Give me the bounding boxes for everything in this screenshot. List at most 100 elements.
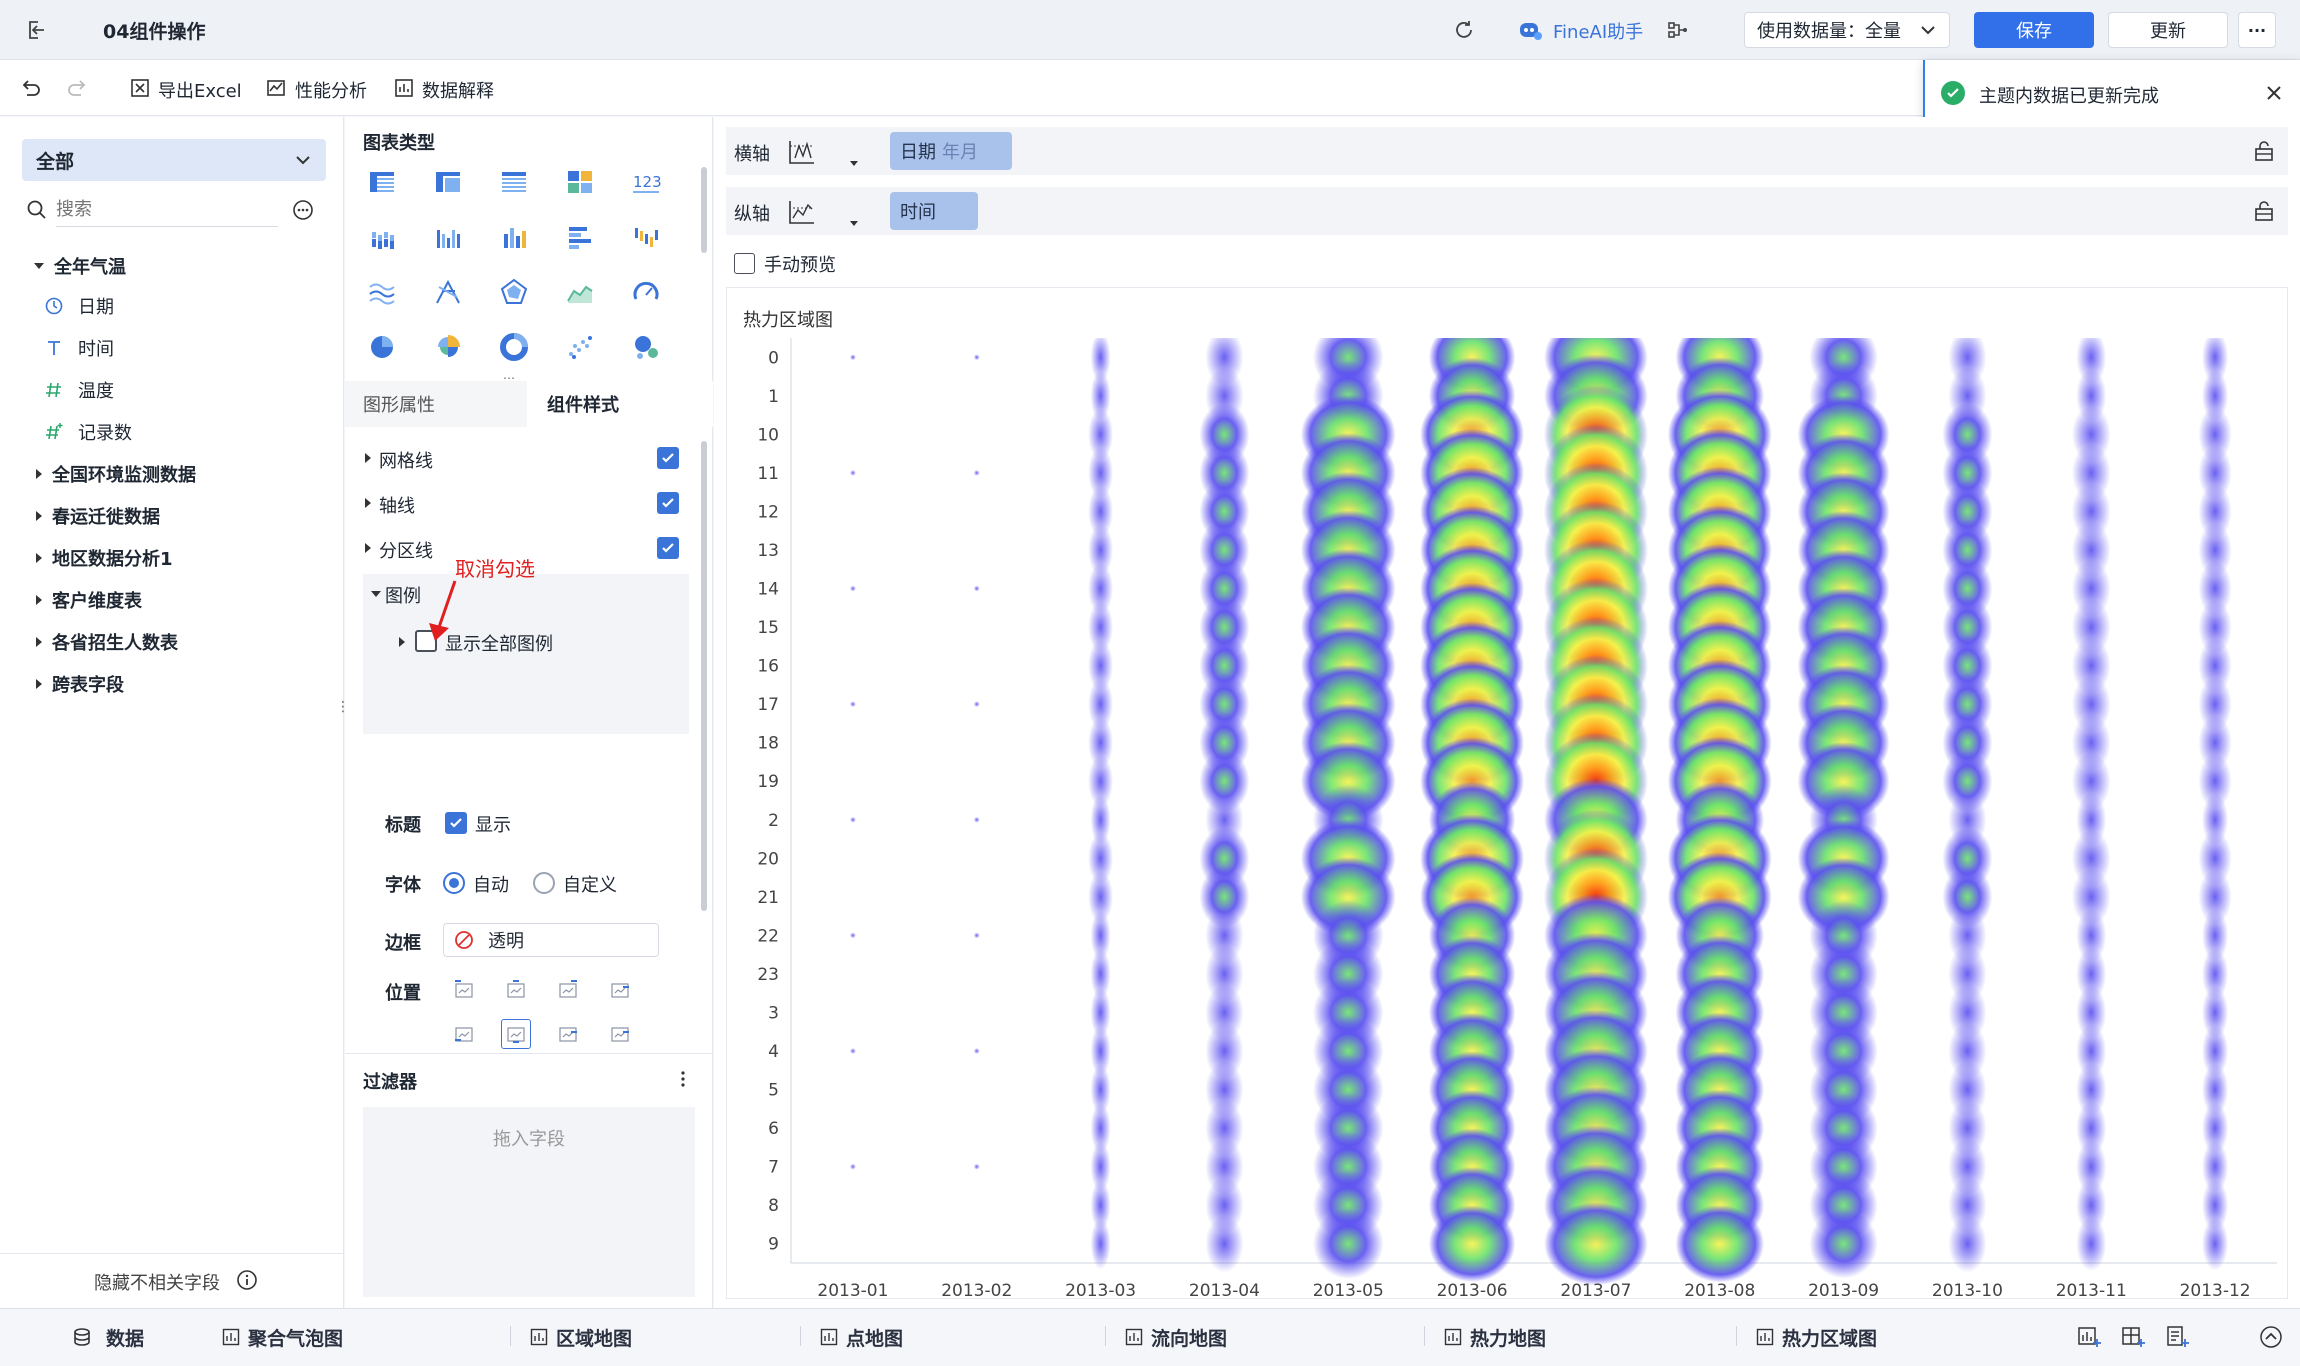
kpi-card-icon[interactable] xyxy=(565,167,595,197)
caret-down-icon[interactable] xyxy=(850,221,858,226)
hide-fields-toggle[interactable]: 隐藏不相关字段 xyxy=(94,1273,220,1294)
bottom-tab[interactable]: 点地图 xyxy=(820,1308,903,1366)
bottom-tab[interactable]: 热力区域图 xyxy=(1756,1308,1877,1366)
undo-icon[interactable] xyxy=(16,74,44,102)
ai-assistant-button[interactable]: FineAI助手 xyxy=(1553,22,1644,43)
field-item[interactable]: 记录数 xyxy=(44,417,132,447)
caret-down-icon[interactable] xyxy=(850,161,858,166)
bottom-tab[interactable]: 区域地图 xyxy=(530,1308,632,1366)
close-icon[interactable] xyxy=(2262,81,2286,105)
title-position-option[interactable] xyxy=(553,1019,583,1049)
horizontal-bar-icon[interactable] xyxy=(565,222,595,252)
title-position-option[interactable] xyxy=(501,975,531,1005)
x-axis-type-icon[interactable] xyxy=(784,137,820,167)
title-position-option[interactable] xyxy=(449,1019,479,1049)
lock-icon[interactable] xyxy=(2250,137,2278,165)
title-position-option[interactable] xyxy=(501,1019,531,1049)
redo-icon[interactable] xyxy=(64,74,92,102)
bottom-tab[interactable]: 流向地图 xyxy=(1125,1308,1227,1366)
flow-icon[interactable] xyxy=(1664,16,1692,44)
show-all-legend-checkbox[interactable] xyxy=(415,630,437,652)
ai-assistant-icon[interactable] xyxy=(1516,16,1544,44)
update-button[interactable]: 更新 xyxy=(2108,12,2228,48)
x-tick-label: 2013-12 xyxy=(2180,1281,2251,1298)
data-tab[interactable]: 数据 xyxy=(72,1308,144,1366)
section-legend[interactable]: 图例 显示全部图例 xyxy=(363,574,689,734)
axis-line-checkbox[interactable] xyxy=(657,492,679,514)
data-explain-button[interactable]: 数据解释 xyxy=(422,81,494,102)
field-item[interactable]: 时间 xyxy=(44,333,114,363)
bottom-tab[interactable]: 聚合气泡图 xyxy=(222,1308,343,1366)
lock-icon[interactable] xyxy=(2250,197,2278,225)
export-excel-button[interactable]: 导出Excel xyxy=(158,81,242,102)
add-dashboard-icon[interactable] xyxy=(2118,1322,2148,1352)
scrollbar[interactable] xyxy=(701,167,707,253)
field-item[interactable]: 日期 xyxy=(44,291,114,321)
performance-analysis-button[interactable]: 性能分析 xyxy=(295,81,367,102)
bar-chart-icon[interactable] xyxy=(499,222,529,252)
radar-line-icon[interactable] xyxy=(433,277,463,307)
scatter-icon[interactable] xyxy=(565,332,595,362)
info-icon[interactable] xyxy=(234,1267,260,1293)
multi-line-icon[interactable] xyxy=(367,277,397,307)
table-item[interactable]: 地区数据分析1 xyxy=(36,543,173,573)
table-icon[interactable] xyxy=(367,167,397,197)
field-item[interactable]: 温度 xyxy=(44,375,114,405)
zone-line-checkbox[interactable] xyxy=(657,537,679,559)
range-bar-icon[interactable] xyxy=(631,222,661,252)
section-zone-line[interactable]: 分区线 xyxy=(355,529,695,569)
table-item[interactable]: 春运迁徙数据 xyxy=(36,501,160,531)
more-button[interactable]: ··· xyxy=(2238,12,2276,48)
data-amount-select[interactable]: 使用数据量：全量 xyxy=(1744,12,1950,48)
font-custom-radio[interactable] xyxy=(533,872,555,894)
x-field-tag[interactable]: 日期 年月 xyxy=(890,132,1012,170)
donut-chart-icon[interactable] xyxy=(499,332,529,362)
style-scrollbar[interactable] xyxy=(701,441,707,911)
filter-menu-icon[interactable] xyxy=(671,1067,695,1091)
cross-table-icon[interactable] xyxy=(433,167,463,197)
bubble-icon[interactable] xyxy=(631,332,661,362)
table-item[interactable]: 各省招生人数表 xyxy=(36,627,178,657)
panel-resize-handle[interactable]: ⋮ xyxy=(336,699,350,715)
add-chart-icon[interactable] xyxy=(2074,1322,2104,1352)
field-search-input[interactable] xyxy=(56,193,278,227)
detail-table-icon[interactable] xyxy=(499,167,529,197)
bottom-tab[interactable]: 热力地图 xyxy=(1444,1308,1546,1366)
save-button[interactable]: 保存 xyxy=(1974,12,2094,48)
tree-root-item[interactable]: 全年气温 xyxy=(34,251,126,281)
font-auto-radio[interactable] xyxy=(443,872,465,894)
tab-component-style[interactable]: 组件样式 xyxy=(527,381,713,427)
section-grid-line[interactable]: 网格线 xyxy=(355,439,695,479)
section-axis-line[interactable]: 轴线 xyxy=(355,484,695,524)
rose-pie-icon[interactable] xyxy=(433,332,463,362)
table-item[interactable]: 全国环境监测数据 xyxy=(36,459,196,489)
collapse-up-icon[interactable] xyxy=(2256,1322,2286,1352)
table-item[interactable]: 跨表字段 xyxy=(36,669,124,699)
hide-fields-row[interactable] xyxy=(0,1253,344,1254)
title-position-option[interactable] xyxy=(449,975,479,1005)
table-scope-dropdown[interactable]: 全部 xyxy=(22,139,326,181)
y-field-tag[interactable]: 时间 xyxy=(890,192,978,230)
tab-graphic-properties[interactable]: 图形属性 xyxy=(345,381,527,427)
more-options-icon[interactable] xyxy=(290,197,316,223)
title-position-option[interactable] xyxy=(605,1019,635,1049)
title-position-option[interactable] xyxy=(553,975,583,1005)
pie-chart-icon[interactable] xyxy=(367,332,397,362)
radar-icon[interactable] xyxy=(499,277,529,307)
area-chart-icon[interactable] xyxy=(565,277,595,307)
grouped-bar-icon[interactable] xyxy=(433,222,463,252)
border-select[interactable]: 透明 xyxy=(443,923,659,957)
title-show-checkbox[interactable] xyxy=(445,812,467,834)
number-icon[interactable]: 123 xyxy=(631,167,661,197)
stacked-bar-icon[interactable] xyxy=(367,222,397,252)
table-item[interactable]: 客户维度表 xyxy=(36,585,142,615)
filter-drop-zone[interactable]: 拖入字段 xyxy=(363,1107,695,1297)
manual-preview-checkbox[interactable] xyxy=(734,253,755,274)
y-axis-type-icon[interactable] xyxy=(784,197,820,227)
grid-line-checkbox[interactable] xyxy=(657,447,679,469)
exit-icon[interactable] xyxy=(22,16,50,44)
title-position-option[interactable] xyxy=(605,975,635,1005)
refresh-icon[interactable] xyxy=(1450,16,1478,44)
gauge-icon[interactable] xyxy=(631,277,661,307)
add-report-icon[interactable] xyxy=(2162,1322,2192,1352)
